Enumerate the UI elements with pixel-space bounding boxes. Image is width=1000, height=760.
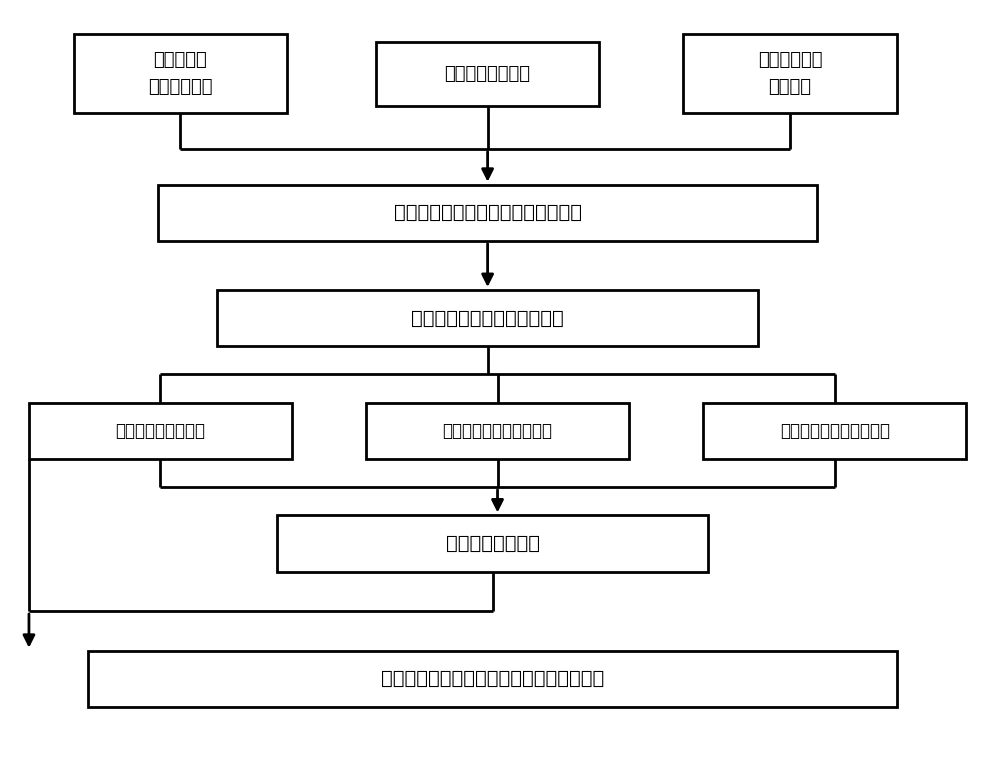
Text: 裂缝性油藏见水油井水平井主出水段: 裂缝性油藏见水油井水平井主出水段: [394, 203, 582, 222]
Text: 裂缝性油藏
三维数值模型: 裂缝性油藏 三维数值模型: [148, 52, 212, 96]
Bar: [29, 403, 292, 459]
Text: 不同封堵方案累积产油量: 不同封堵方案累积产油量: [443, 422, 553, 440]
Bar: [88, 651, 897, 707]
Text: 油、水井监测资料: 油、水井监测资料: [445, 65, 531, 83]
Bar: [74, 34, 287, 113]
Bar: [277, 515, 708, 572]
Bar: [703, 403, 966, 459]
Text: 水驱波及体积系数: 水驱波及体积系数: [446, 534, 540, 553]
Bar: [376, 42, 599, 106]
Text: 合理的裂缝性油藏见水油井水平井封堵长度: 合理的裂缝性油藏见水油井水平井封堵长度: [381, 670, 604, 689]
Text: 不同封堵方案含水率: 不同封堵方案含水率: [115, 422, 205, 440]
Bar: [217, 290, 758, 346]
Bar: [683, 34, 897, 113]
Bar: [158, 185, 817, 241]
Text: 见水油井水平段不同封堵方案: 见水油井水平段不同封堵方案: [411, 309, 564, 328]
Text: 不同封堵方案累积产水量: 不同封堵方案累积产水量: [780, 422, 890, 440]
Text: 油、水井生产
动态数据: 油、水井生产 动态数据: [758, 52, 822, 96]
Bar: [366, 403, 629, 459]
